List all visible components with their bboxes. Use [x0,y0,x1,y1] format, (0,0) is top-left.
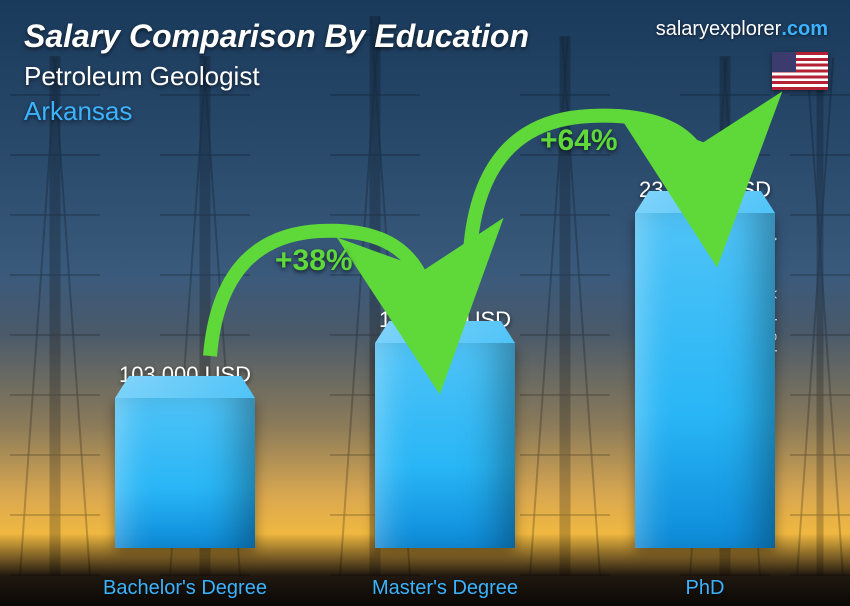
salary-chart: 103,000 USD Bachelor's Degree 141,000 US… [0,126,850,606]
increase-arrow-1 [190,216,450,381]
bar-label-bachelors: Bachelor's Degree [100,576,270,600]
page-subtitle: Petroleum Geologist [24,61,529,92]
flag-icon [772,52,828,90]
bar-label-phd: PhD [620,576,790,600]
brand-logo: salaryexplorer.com [656,18,828,41]
increase-pct-2: +64% [540,124,618,158]
page-title: Salary Comparison By Education [24,18,529,55]
increase-pct-1: +38% [275,244,353,278]
bar-label-masters: Master's Degree [360,576,530,600]
bar-group-bachelors: 103,000 USD [100,362,270,548]
brand-suffix: .com [781,18,828,40]
bar-bachelors [115,398,255,548]
brand-prefix: salaryexplorer [656,18,782,40]
